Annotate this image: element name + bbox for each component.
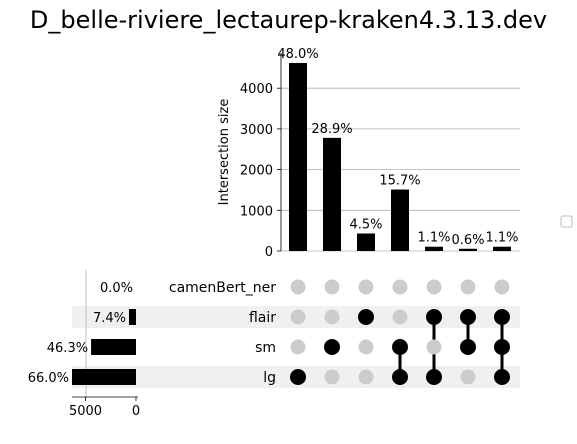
intersection-bar	[289, 62, 307, 251]
set-size-label: 46.3%	[47, 341, 88, 356]
matrix-dot-active	[494, 369, 510, 385]
matrix-dot-inactive	[358, 339, 374, 355]
matrix-dot-active	[426, 369, 442, 385]
matrix-dot-active	[426, 309, 442, 325]
matrix-dot-inactive	[426, 339, 442, 355]
bar-value-label: 1.1%	[417, 231, 450, 246]
y-tick-label: 1000	[240, 204, 273, 219]
matrix-dot-active	[494, 339, 510, 355]
matrix-dot-active	[392, 369, 408, 385]
set-size-tick-label: 0	[132, 404, 140, 419]
y-axis-label: Intersection size	[217, 99, 232, 206]
matrix-dot-inactive	[460, 279, 476, 295]
matrix-dot-inactive	[392, 309, 408, 325]
membership-matrix	[290, 279, 510, 385]
matrix-dot-active	[358, 309, 374, 325]
matrix-dot-active	[324, 339, 340, 355]
matrix-dot-active	[290, 369, 306, 385]
y-tick-label: 4000	[240, 82, 273, 97]
matrix-dot-inactive	[358, 369, 374, 385]
matrix-dot-active	[392, 339, 408, 355]
chart-title: D_belle-riviere_lectaurep-kraken4.3.13.d…	[29, 6, 548, 34]
bar-value-label: 48.0%	[277, 47, 318, 62]
set-name-label: sm	[255, 340, 276, 356]
matrix-dot-inactive	[290, 309, 306, 325]
bar-value-label: 15.7%	[379, 174, 420, 189]
set-size-bar	[91, 339, 136, 355]
set-size-bars	[72, 309, 136, 385]
text-labels: 0 1000 2000 3000 4000 Intersection size 48.0% 2…	[28, 47, 519, 419]
intersection-bar	[425, 246, 443, 251]
y-tick-label: 3000	[240, 123, 273, 138]
set-size-bar	[128, 309, 136, 325]
matrix-dot-inactive	[324, 309, 340, 325]
bar-value-label: 4.5%	[349, 217, 382, 232]
intersection-bar	[323, 137, 341, 251]
matrix-dot-inactive	[290, 279, 306, 295]
bar-value-label: 0.6%	[451, 233, 484, 248]
matrix-dot-inactive	[324, 279, 340, 295]
intersection-bar	[459, 248, 477, 251]
intersection-bar	[493, 246, 511, 251]
matrix-dot-inactive	[290, 339, 306, 355]
intersection-bar	[357, 233, 375, 251]
matrix-dot-inactive	[392, 279, 408, 295]
set-size-label: 0.0%	[100, 281, 133, 296]
legend-box	[560, 215, 573, 228]
set-name-label: flair	[249, 310, 276, 326]
matrix-dot-inactive	[460, 369, 476, 385]
intersection-bars	[289, 62, 511, 251]
matrix-dot-active	[460, 339, 476, 355]
bar-value-label: 28.9%	[311, 122, 352, 137]
bar-value-label: 1.1%	[485, 231, 518, 246]
matrix-dot-inactive	[426, 279, 442, 295]
matrix-dot-active	[460, 309, 476, 325]
matrix-dot-inactive	[358, 279, 374, 295]
axes	[72, 53, 282, 401]
intersection-bar	[391, 189, 409, 251]
set-size-label: 7.4%	[93, 311, 126, 326]
matrix-dot-inactive	[494, 279, 510, 295]
set-name-label: lg	[263, 370, 276, 386]
set-name-label: camenBert_ner	[169, 280, 276, 296]
y-tick-label: 0	[265, 245, 273, 260]
y-tick-label: 2000	[240, 164, 273, 179]
matrix-dot-inactive	[324, 369, 340, 385]
set-size-bar	[72, 369, 136, 385]
set-size-tick-label: 5000	[69, 404, 102, 419]
matrix-dot-active	[494, 309, 510, 325]
set-size-label: 66.0%	[28, 371, 69, 386]
